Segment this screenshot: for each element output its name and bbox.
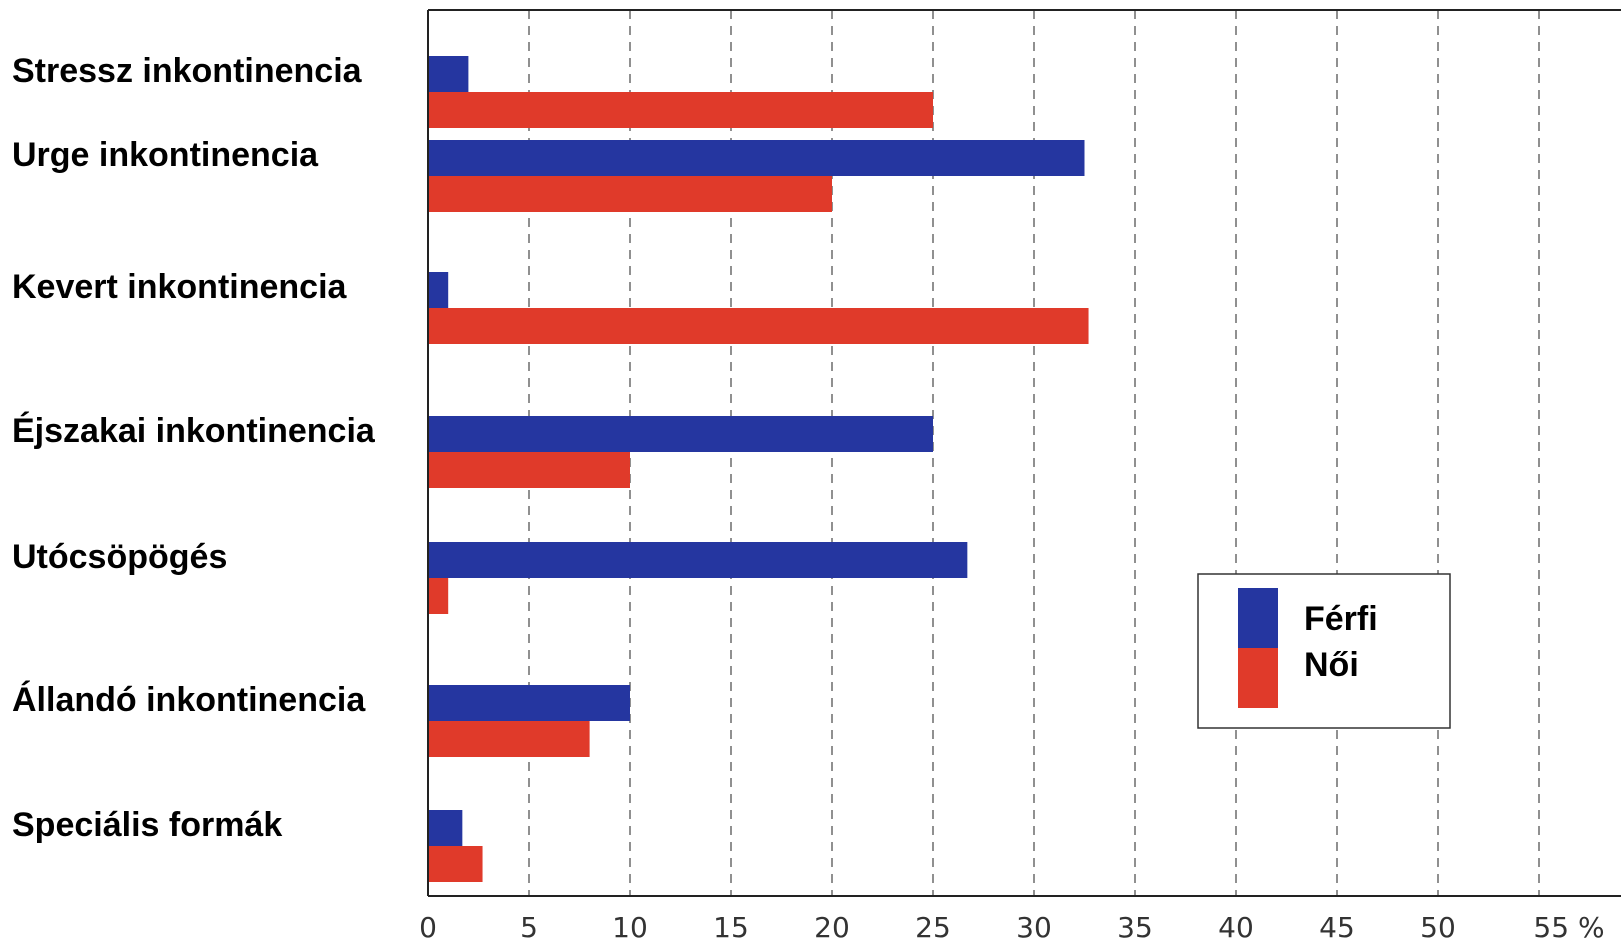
bar-ferfi	[428, 56, 469, 92]
category-label: Utócsöpögés	[12, 538, 227, 576]
x-tick-label: 30	[1016, 911, 1052, 944]
bar-noi	[428, 308, 1089, 344]
bar-ferfi	[428, 416, 933, 452]
x-tick-label: 45	[1319, 911, 1355, 944]
legend-label: Férfi	[1304, 600, 1378, 638]
legend-swatch	[1238, 588, 1278, 648]
bars	[428, 56, 1089, 882]
x-tick-labels: 0 5 10 15 20 25 30 35 40 45 50 55 %	[419, 911, 1604, 944]
x-tick-label: 15	[713, 911, 749, 944]
x-tick-label: 25	[915, 911, 951, 944]
legend: Férfi Női	[1197, 573, 1451, 729]
bar-noi	[428, 578, 449, 614]
bar-noi	[428, 176, 832, 212]
x-tick-label: 55 %	[1533, 911, 1604, 944]
category-label: Speciális formák	[12, 806, 282, 844]
bar-noi	[428, 452, 630, 488]
legend-swatch	[1238, 648, 1278, 708]
category-label: Éjszakai inkontinencia	[12, 412, 376, 450]
bar-ferfi	[428, 810, 463, 846]
x-tick-label: 20	[814, 911, 850, 944]
bar-ferfi	[428, 140, 1085, 176]
bar-noi	[428, 92, 933, 128]
category-label: Kevert inkontinencia	[12, 268, 348, 306]
bar-ferfi	[428, 542, 968, 578]
category-label: Állandó inkontinencia	[12, 681, 366, 719]
x-tick-label: 0	[419, 911, 437, 944]
x-tick-label: 5	[520, 911, 538, 944]
bar-ferfi	[428, 685, 630, 721]
x-tick-label: 35	[1117, 911, 1153, 944]
category-label: Stressz inkontinencia	[12, 52, 363, 90]
bar-ferfi	[428, 272, 449, 308]
category-label: Urge inkontinencia	[12, 136, 319, 174]
category-labels: Stressz inkontinencia Urge inkontinencia K…	[12, 52, 376, 844]
x-tick-label: 40	[1218, 911, 1254, 944]
x-tick-label: 10	[612, 911, 648, 944]
x-tick-label: 50	[1420, 911, 1456, 944]
bar-noi	[428, 721, 590, 757]
axes	[427, 9, 1621, 897]
legend-label: Női	[1304, 646, 1359, 684]
bar-noi	[428, 846, 483, 882]
